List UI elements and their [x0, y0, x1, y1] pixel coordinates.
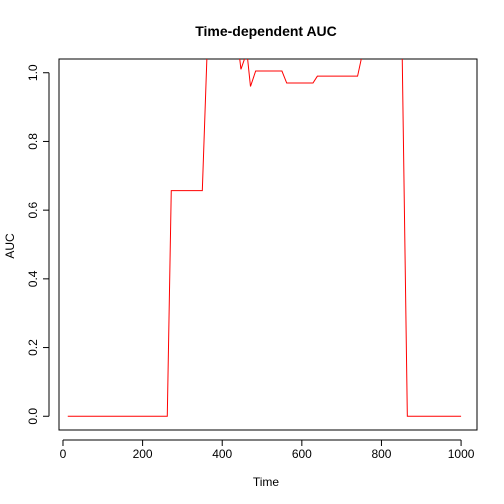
chart-title: Time-dependent AUC — [195, 23, 337, 39]
x-tick-label: 600 — [292, 447, 312, 461]
x-axis: 0 200 400 600 800 1000 — [60, 440, 475, 461]
y-tick-label: 0.8 — [26, 133, 40, 150]
y-axis-label: AUC — [3, 233, 17, 259]
x-axis-label: Time — [253, 475, 280, 489]
series-layer — [68, 52, 461, 416]
y-tick-label: 1.0 — [26, 64, 40, 81]
x-tick-label: 400 — [212, 447, 232, 461]
y-axis: 0.0 0.2 0.4 0.6 0.8 1.0 — [26, 64, 49, 425]
x-tick-label: 0 — [60, 447, 67, 461]
y-tick-label: 0.4 — [26, 270, 40, 287]
auc-series-line — [68, 52, 461, 416]
y-tick-label: 0.2 — [26, 339, 40, 356]
x-tick-label: 200 — [133, 447, 153, 461]
y-tick-label: 0.0 — [26, 408, 40, 425]
y-tick-label: 0.6 — [26, 201, 40, 218]
plot-frame — [59, 59, 477, 430]
x-tick-label: 800 — [371, 447, 391, 461]
x-tick-label: 1000 — [448, 447, 475, 461]
